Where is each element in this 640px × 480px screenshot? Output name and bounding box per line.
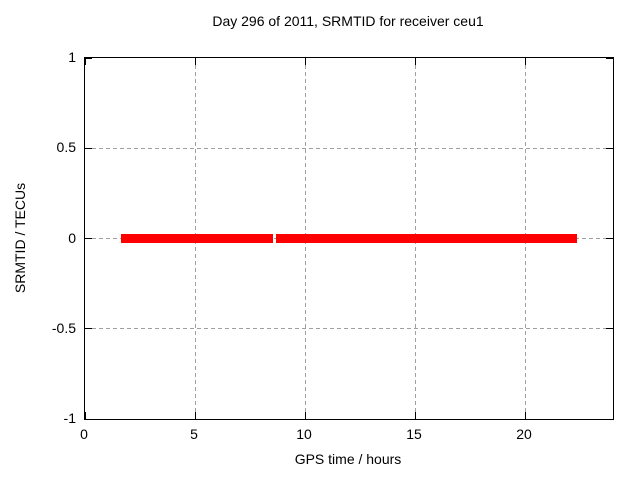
series-SRMTID-segment-1: [276, 234, 577, 243]
x-tick-label-10: 10: [296, 426, 312, 442]
chart-title: Day 296 of 2011, SRMTID for receiver ceu…: [212, 13, 484, 29]
tick-top-x-20: [524, 58, 526, 65]
tick-right-y-1: [606, 57, 613, 59]
gridline-y-0.5: [85, 147, 613, 149]
x-tick-labels: 0 5 10 15 20: [80, 426, 612, 444]
series-SRMTID-segment-0: [121, 234, 274, 243]
tick-right-y--0.5: [606, 328, 613, 330]
tick-left-y--0.5: [85, 328, 92, 330]
y-tick-label--1: -1: [63, 410, 76, 426]
x-tick-label-15: 15: [406, 426, 422, 442]
tick-right-y-0.5: [606, 147, 613, 149]
y-tick-label--0.5: -0.5: [51, 319, 76, 336]
tick-left-y--1: [85, 418, 92, 420]
plot-area: [84, 57, 614, 420]
tick-bottom-x-15: [414, 412, 416, 419]
y-tick-label-0.5: 0.5: [56, 139, 76, 156]
gridline-y--0.5: [85, 328, 613, 330]
tick-right-y-0: [606, 238, 613, 239]
tick-top-x-10: [304, 58, 306, 65]
y-tick-label-1: 1: [68, 49, 76, 65]
x-tick-label-20: 20: [516, 426, 532, 442]
tick-bottom-x-10: [304, 412, 306, 419]
tick-bottom-x-20: [524, 412, 526, 419]
tick-top-x-5: [194, 58, 196, 65]
tick-bottom-x-0: [84, 412, 86, 419]
tick-left-y-0.5: [85, 147, 92, 149]
tick-bottom-x-5: [194, 412, 196, 419]
tick-right-y--1: [606, 418, 613, 420]
y-tick-labels: -1 -0.5 0 0.5 1: [0, 49, 76, 426]
x-tick-label-5: 5: [190, 426, 198, 442]
tick-left-y-0: [85, 238, 92, 239]
tick-top-x-15: [414, 58, 416, 65]
tick-left-y-1: [85, 57, 92, 59]
x-axis-label: GPS time / hours: [294, 451, 402, 467]
y-tick-label-0: 0: [68, 229, 76, 246]
x-tick-label-0: 0: [80, 426, 88, 442]
tick-top-x-0: [84, 58, 86, 65]
